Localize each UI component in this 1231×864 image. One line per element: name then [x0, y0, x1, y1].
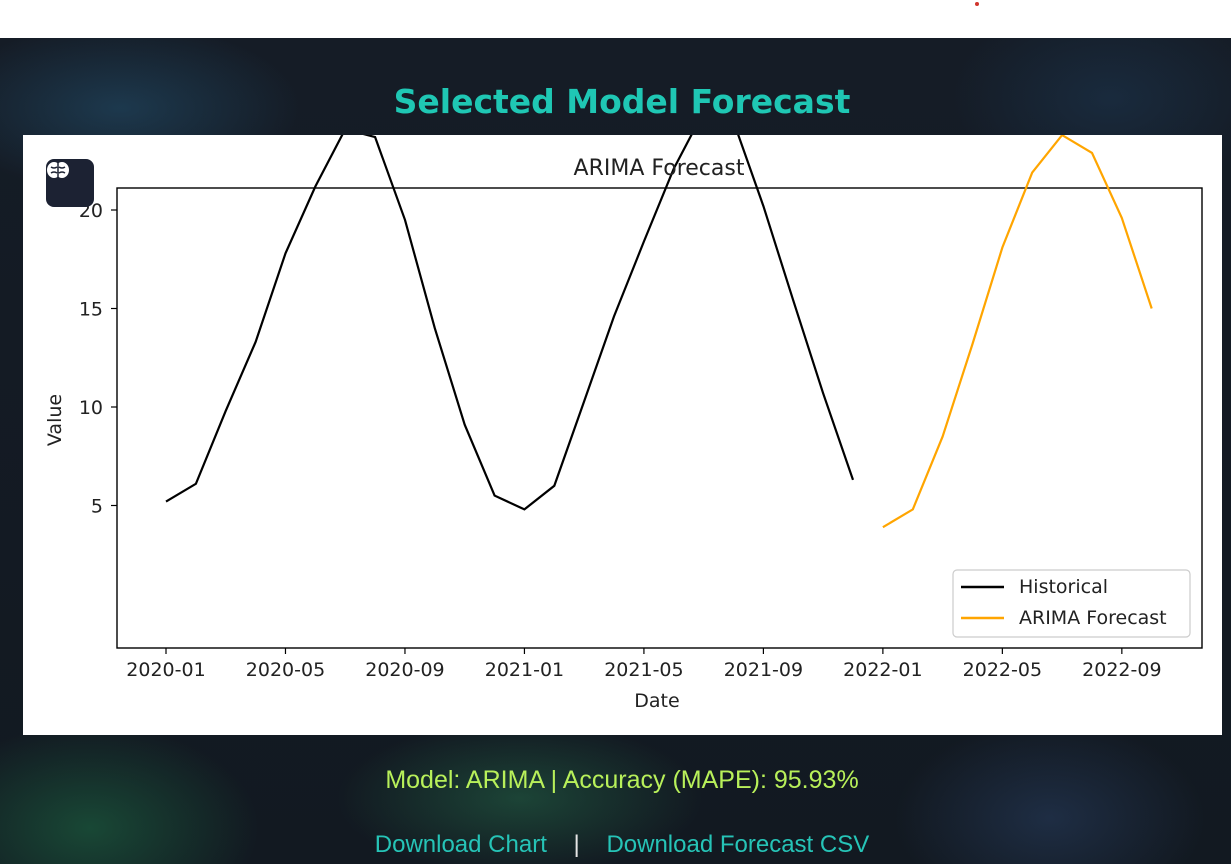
x-tick-label: 2020-01 [126, 659, 205, 681]
x-tick-label: 2022-01 [843, 659, 922, 681]
x-tick-label: 2020-09 [365, 659, 444, 681]
y-tick-label: 15 [79, 299, 103, 321]
brain-icon [47, 162, 69, 178]
chart-legend: Historical ARIMA Forecast [952, 569, 1191, 638]
forecast-chart: 510152025 2020-012020-052020-092021-0120… [44, 135, 1203, 712]
download-links: Download Chart | Download Forecast CSV [0, 831, 1231, 859]
forecast-series-line [882, 135, 1153, 529]
legend-forecast-label: ARIMA Forecast [1019, 607, 1167, 629]
x-tick-label: 2020-05 [246, 659, 325, 681]
download-forecast-csv-link[interactable]: Download Forecast CSV [606, 831, 870, 858]
ai-insights-button[interactable] [46, 159, 94, 207]
x-tick-label: 2022-05 [963, 659, 1042, 681]
y-axis-label: Value [44, 394, 66, 446]
indicator-dot [975, 2, 979, 6]
y-tick-label: 10 [79, 397, 103, 419]
page-background: Selected Model Forecast 510152025 2020-0… [0, 38, 1231, 864]
x-tick-label: 2021-05 [604, 659, 683, 681]
legend-historical-label: Historical [1019, 576, 1108, 598]
legend-box [952, 569, 1191, 638]
model-accuracy-status: Model: ARIMA | Accuracy (MAPE): 95.93% [385, 766, 859, 794]
x-axis-label: Date [634, 690, 679, 712]
historical-series-line [165, 135, 855, 511]
y-tick-label: 5 [91, 496, 103, 518]
page-title: Selected Model Forecast [393, 82, 851, 121]
top-bar [0, 0, 1231, 38]
x-tick-label: 2021-01 [485, 659, 564, 681]
x-tick-label: 2022-09 [1082, 659, 1161, 681]
download-chart-link[interactable]: Download Chart [374, 831, 547, 858]
forecast-chart-card: 510152025 2020-012020-052020-092021-0120… [23, 135, 1222, 735]
x-tick-label: 2021-09 [724, 659, 803, 681]
chart-title: ARIMA Forecast [574, 156, 745, 181]
link-separator: | [573, 831, 580, 858]
